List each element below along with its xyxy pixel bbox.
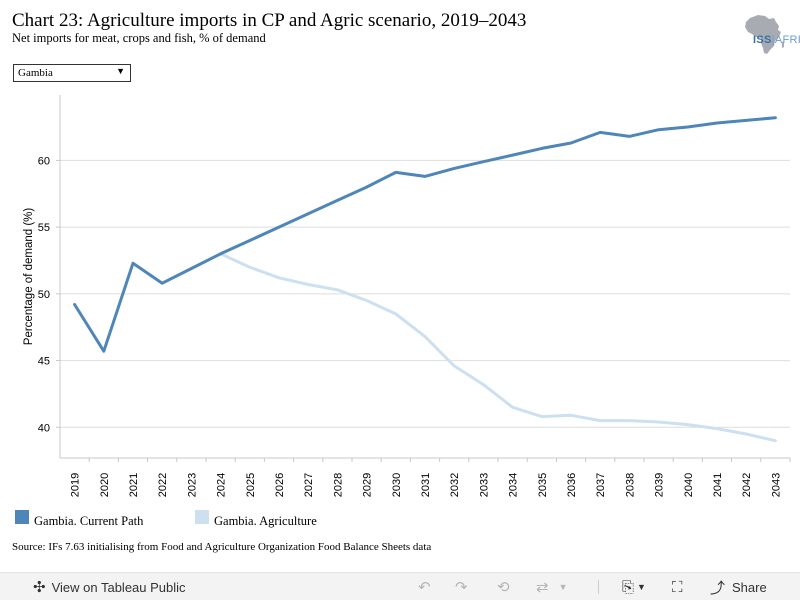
legend-swatch-agriculture (195, 510, 209, 524)
legend: Gambia. Current Path Gambia. Agriculture (0, 510, 800, 528)
tableau-toolbar: ✣ View on Tableau Public ↶ ↷ ⟲ ⇄ ▼ ⎘ ▼ ⛶… (0, 572, 800, 600)
x-tick-label: 2021 (128, 473, 140, 497)
x-tick-label: 2032 (449, 473, 461, 497)
x-tick-label: 2041 (712, 473, 724, 497)
x-tick-label: 2029 (362, 473, 374, 497)
x-tick-label: 2023 (186, 473, 198, 497)
x-tick-label: 2035 (537, 473, 549, 497)
x-tick-label: 2019 (70, 473, 82, 497)
x-tick-label: 2040 (683, 473, 695, 497)
chart-title: Chart 23: Agriculture imports in CP and … (12, 10, 527, 31)
share-label: Share (732, 579, 767, 595)
y-tick-label: 40 (38, 422, 50, 434)
x-tick-label: 2027 (303, 473, 315, 497)
tableau-logo-icon: ✣ (33, 579, 46, 596)
x-tick-label: 2024 (216, 473, 228, 497)
revert-button[interactable]: ⟲ (497, 573, 510, 601)
x-tick-label: 2034 (508, 473, 520, 497)
logo-text-sub: |AFRICA (772, 34, 800, 46)
y-tick-label: 45 (38, 356, 50, 368)
x-tick-label: 2039 (654, 473, 666, 497)
x-tick-label: 2037 (595, 473, 607, 497)
series-lines (73, 116, 777, 443)
download-button[interactable]: ⎘ ▼ (622, 573, 646, 601)
fullscreen-icon: ⛶ (672, 578, 683, 596)
iss-africa-logo-text: ISS|AFRICA (753, 34, 800, 46)
x-tick-label: 2025 (245, 473, 257, 497)
series-line-agriculture[interactable] (219, 252, 777, 443)
download-dropdown-icon: ▼ (637, 582, 646, 592)
logo-text-sub-value: AFRICA (774, 34, 800, 46)
africa-map-logo-icon (745, 15, 784, 54)
view-on-tableau-label: View on Tableau Public (51, 579, 186, 595)
country-filter-dropdown[interactable]: Gambia ▼ (13, 64, 131, 82)
y-tick-label: 60 (38, 155, 50, 167)
view-on-tableau-link[interactable]: ✣ View on Tableau Public (33, 573, 186, 601)
redo-icon: ↷ (455, 579, 468, 596)
y-tick-label: 55 (38, 222, 50, 234)
y-tick-labels: 40 45 50 55 60 (38, 155, 60, 434)
toolbar-divider (598, 580, 599, 594)
refresh-button[interactable]: ⇄ ▼ (536, 573, 568, 601)
legend-label-agriculture: Gambia. Agriculture (214, 514, 317, 528)
series-line-current-path[interactable] (73, 116, 777, 353)
y-tick-label: 50 (38, 289, 50, 301)
x-tick-label: 2036 (566, 473, 578, 497)
redo-button[interactable]: ↷ (455, 573, 468, 601)
x-tick-label: 2042 (741, 473, 753, 497)
x-tick-labels: 2019 2020 2021 2022 2023 2024 2025 2026 2027 2028… (70, 458, 791, 497)
grid-lines (60, 159, 790, 428)
refresh-dropdown-icon: ▼ (558, 582, 568, 592)
x-tick-label: 2028 (332, 473, 344, 497)
share-button[interactable]: ⤴ Share (710, 573, 767, 601)
x-tick-label: 2043 (770, 473, 782, 497)
x-tick-label: 2030 (391, 473, 403, 497)
dropdown-arrow-icon: ▼ (116, 66, 125, 76)
logo-text-main: ISS (753, 34, 772, 46)
legend-swatch-current-path (15, 510, 29, 524)
undo-button[interactable]: ↶ (418, 573, 431, 601)
refresh-icon: ⇄ (536, 579, 549, 596)
x-tick-label: 2022 (157, 473, 169, 497)
revert-icon: ⟲ (497, 579, 510, 596)
download-icon: ⎘ (622, 578, 635, 596)
fullscreen-button[interactable]: ⛶ (672, 573, 683, 601)
source-note: Source: IFs 7.63 initialising from Food … (12, 541, 432, 553)
undo-icon: ↶ (418, 579, 431, 596)
share-icon: ⤴ (710, 579, 726, 597)
country-filter-value: Gambia (18, 67, 53, 79)
x-tick-label: 2038 (624, 473, 636, 497)
x-tick-label: 2033 (478, 473, 490, 497)
x-tick-label: 2020 (99, 473, 111, 497)
legend-label-current-path: Gambia. Current Path (34, 514, 144, 528)
chart-subtitle: Net imports for meat, crops and fish, % … (12, 31, 266, 45)
y-axis-label: Percentage of demand (%) (23, 208, 35, 346)
x-tick-label: 2026 (274, 473, 286, 497)
x-tick-label: 2031 (420, 473, 432, 497)
